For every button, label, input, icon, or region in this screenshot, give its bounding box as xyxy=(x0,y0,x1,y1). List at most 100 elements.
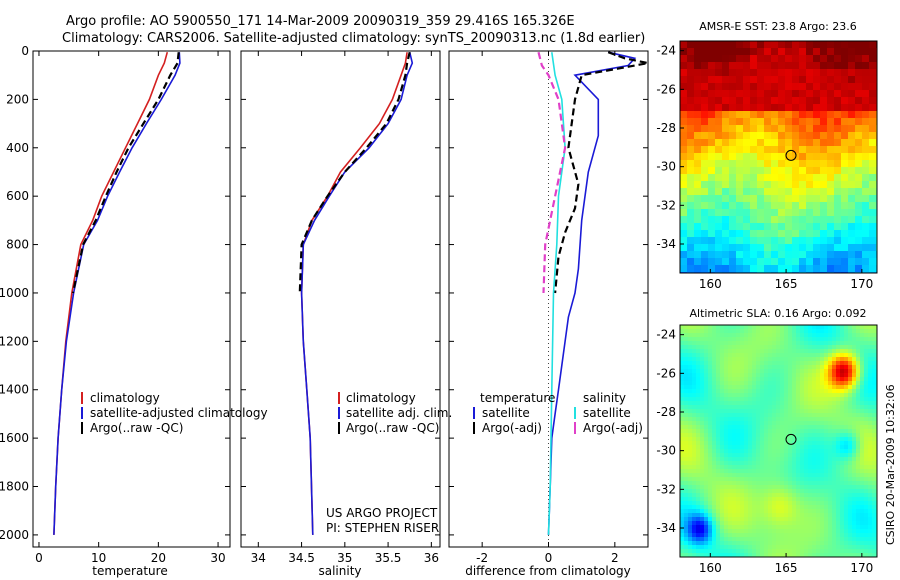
map-cell xyxy=(828,385,833,390)
map-cell xyxy=(788,525,793,530)
map-cell xyxy=(796,429,801,434)
map-cell xyxy=(836,325,841,330)
map-cell xyxy=(720,389,725,394)
map-cell xyxy=(688,541,693,546)
map-cell xyxy=(752,553,757,558)
map-cell xyxy=(816,365,821,370)
map-cell xyxy=(848,195,856,203)
map-cell xyxy=(776,337,781,342)
map-cell xyxy=(768,345,773,350)
map-cell xyxy=(704,369,709,374)
map-cell xyxy=(764,417,769,422)
map-cell xyxy=(824,505,829,510)
map-cell xyxy=(688,393,693,398)
map-cell xyxy=(862,209,870,217)
map-cell xyxy=(696,493,701,498)
map-cell xyxy=(832,389,837,394)
map-cell xyxy=(768,437,773,442)
map-cell xyxy=(792,537,797,542)
map-x-tick-label: 165 xyxy=(775,561,798,575)
map-cell xyxy=(812,441,817,446)
map-cell xyxy=(680,258,688,266)
map-cell xyxy=(872,473,877,478)
map-cell xyxy=(696,333,701,338)
map-cell xyxy=(768,521,773,526)
map-cell xyxy=(784,373,789,378)
map-cell xyxy=(680,381,685,386)
map-cell xyxy=(796,329,801,334)
map-cell xyxy=(694,181,702,189)
map-cell xyxy=(757,62,765,70)
map-cell xyxy=(736,377,741,382)
map-cell xyxy=(808,409,813,414)
map-cell xyxy=(800,333,805,338)
map-cell xyxy=(701,188,709,196)
map-cell xyxy=(834,181,842,189)
map-cell xyxy=(740,441,745,446)
map-cell xyxy=(768,441,773,446)
map-cell xyxy=(855,230,863,238)
map-cell xyxy=(813,209,821,217)
map-cell xyxy=(840,333,845,338)
map-cell xyxy=(732,377,737,382)
map-cell xyxy=(832,441,837,446)
map-cell xyxy=(820,461,825,466)
map-cell xyxy=(708,160,716,168)
map-cell xyxy=(760,481,765,486)
map-cell xyxy=(832,357,837,362)
map-cell xyxy=(708,465,713,470)
map-cell xyxy=(872,397,877,402)
map-cell xyxy=(728,525,733,530)
map-cell xyxy=(684,437,689,442)
map-cell xyxy=(729,125,737,133)
map-cell xyxy=(788,401,793,406)
map-cell xyxy=(736,545,741,550)
map-cell xyxy=(696,525,701,530)
map-cell xyxy=(680,373,685,378)
map-cell xyxy=(780,485,785,490)
map-cell xyxy=(724,405,729,410)
map-cell xyxy=(687,167,695,175)
map-cell xyxy=(720,341,725,346)
map-cell xyxy=(820,389,825,394)
map-cell xyxy=(700,325,705,330)
map-cell xyxy=(844,365,849,370)
map-cell xyxy=(708,69,716,77)
map-x-tick-label: 170 xyxy=(850,561,873,575)
map-cell xyxy=(760,369,765,374)
map-cell xyxy=(788,373,793,378)
map-cell xyxy=(715,160,723,168)
map-cell xyxy=(692,381,697,386)
map-cell xyxy=(724,537,729,542)
map-cell xyxy=(792,202,800,210)
map-cell xyxy=(712,401,717,406)
map-cell xyxy=(855,146,863,154)
map-cell xyxy=(764,537,769,542)
map-cell xyxy=(732,493,737,498)
map-cell xyxy=(872,421,877,426)
map-cell xyxy=(862,223,870,231)
map-cell xyxy=(692,389,697,394)
map-cell xyxy=(680,493,685,498)
map-cell xyxy=(832,405,837,410)
map-cell xyxy=(771,181,779,189)
map-cell xyxy=(740,525,745,530)
map-cell xyxy=(864,349,869,354)
map-cell xyxy=(729,223,737,231)
map-cell xyxy=(852,545,857,550)
map-cell xyxy=(812,477,817,482)
map-cell xyxy=(694,83,702,91)
map-cell xyxy=(804,433,809,438)
map-cell xyxy=(728,437,733,442)
map-cell xyxy=(728,453,733,458)
map-cell xyxy=(708,325,713,330)
temperature-legend: climatology satellite-adjusted climatolo… xyxy=(81,391,268,435)
map-cell xyxy=(680,553,685,558)
map-cell xyxy=(841,160,849,168)
map-cell xyxy=(804,477,809,482)
map-cell xyxy=(800,385,805,390)
map-cell xyxy=(792,377,797,382)
map-cell xyxy=(756,465,761,470)
map-cell xyxy=(740,533,745,538)
map-cell xyxy=(784,509,789,514)
